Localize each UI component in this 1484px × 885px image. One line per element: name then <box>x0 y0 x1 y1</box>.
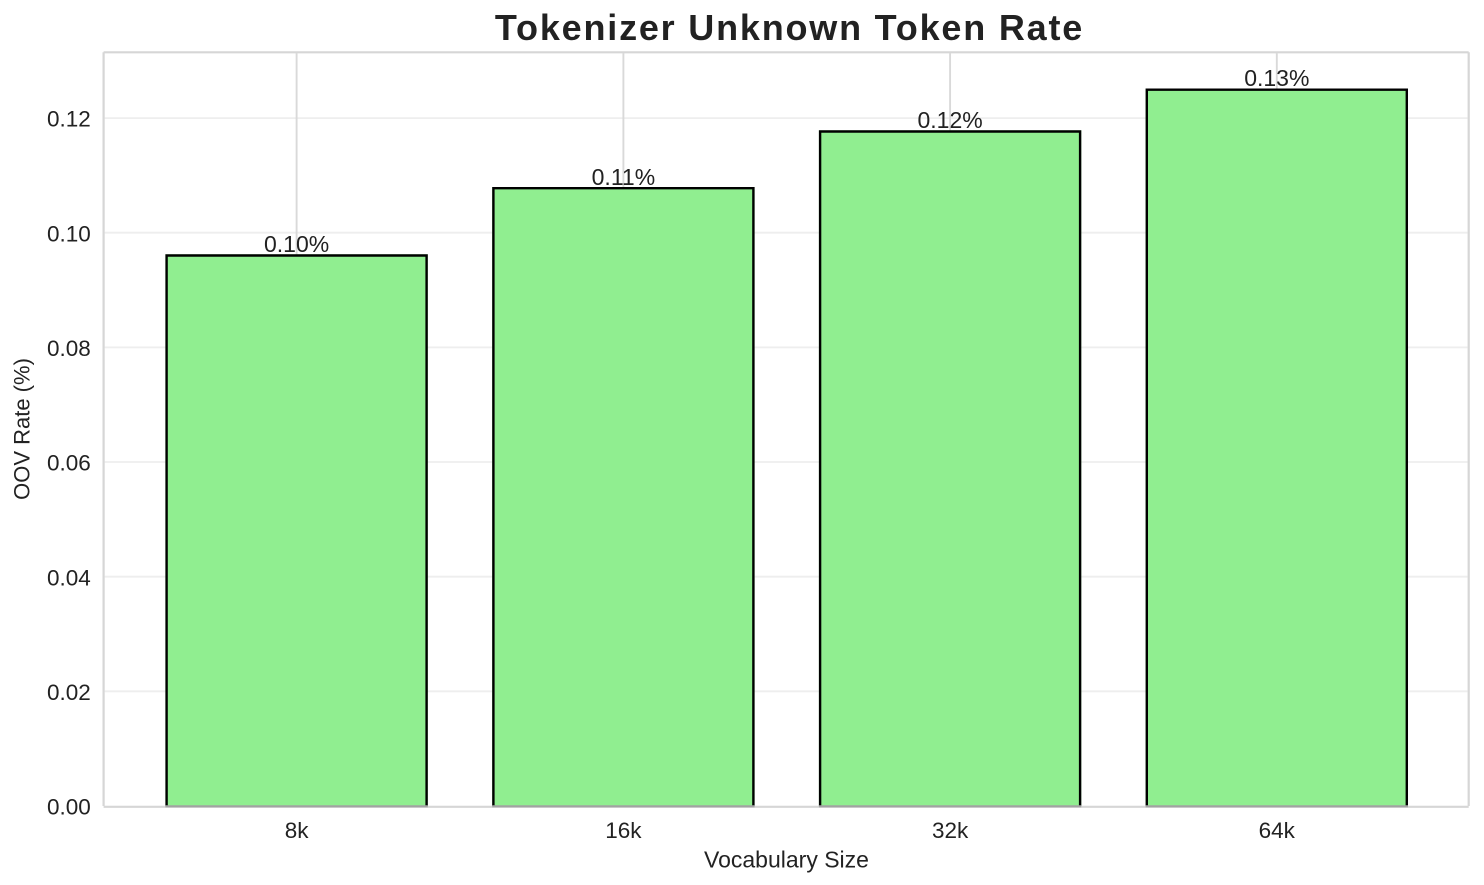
svg-text:32k: 32k <box>932 818 969 843</box>
svg-text:OOV Rate (%): OOV Rate (%) <box>10 358 35 500</box>
svg-text:16k: 16k <box>605 818 642 843</box>
svg-text:0.13%: 0.13% <box>1244 65 1309 91</box>
svg-text:0.11%: 0.11% <box>592 164 656 190</box>
svg-text:0.12%: 0.12% <box>917 107 982 133</box>
svg-text:Tokenizer Unknown Token Rate: Tokenizer Unknown Token Rate <box>495 7 1084 48</box>
svg-text:0.00: 0.00 <box>47 795 91 820</box>
svg-text:0.12: 0.12 <box>47 107 91 132</box>
svg-text:0.02: 0.02 <box>47 680 91 705</box>
svg-text:8k: 8k <box>285 818 310 843</box>
svg-text:0.10%: 0.10% <box>264 231 329 257</box>
svg-text:0.06: 0.06 <box>47 451 91 476</box>
svg-text:0.10: 0.10 <box>47 221 91 246</box>
svg-text:64k: 64k <box>1259 818 1296 843</box>
svg-text:0.04: 0.04 <box>47 565 91 590</box>
svg-text:Vocabulary Size: Vocabulary Size <box>704 846 869 872</box>
svg-text:0.08: 0.08 <box>47 336 91 361</box>
